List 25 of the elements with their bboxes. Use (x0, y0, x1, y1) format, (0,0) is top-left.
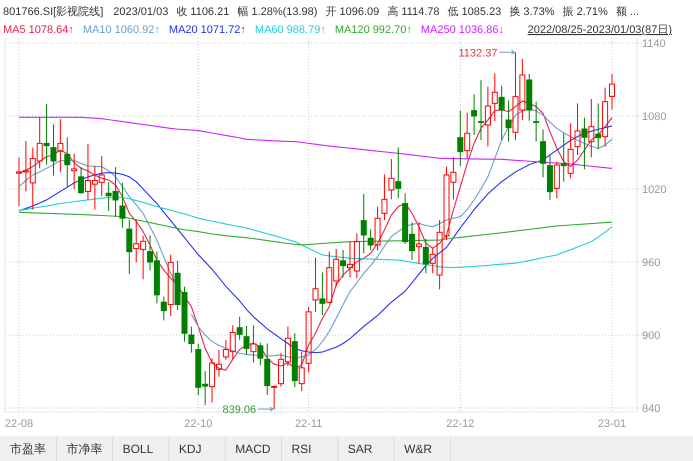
x-tick-label: 22-08 (4, 418, 34, 430)
annotation: 839.06 (222, 404, 256, 416)
text: 额 ... (616, 5, 640, 18)
x-tick-label: 22-11 (294, 418, 322, 430)
y-tick-label: 960 (642, 256, 660, 269)
y-tick-label: 1140 (642, 38, 666, 50)
x-tick-label: 23-01 (598, 418, 626, 430)
y-tick-label: 1080 (642, 110, 666, 123)
text: 2023/01/03 (113, 6, 168, 18)
text: 收 1106.21 (176, 6, 230, 18)
text: 高 1114.78 (387, 5, 440, 18)
text: 幅 1.28%(13.98) (237, 6, 318, 18)
tabs: 市盈率 市净率 BOLL KDJ MACD RSI SAR W&R (0, 436, 693, 461)
y-tick-label: 840 (642, 402, 660, 415)
annotation: 1132.37 (458, 47, 498, 60)
x-tick-label: 22-10 (184, 418, 212, 430)
text: 开 1096.09 (325, 6, 380, 18)
text: 换 3.73% (509, 6, 555, 18)
chart-title: 801766.SI[影视院线] (3, 5, 104, 18)
text: 低 1085.23 (447, 6, 502, 18)
text: 振 2.71% (562, 6, 608, 18)
text: 2022/08/25-2023/01/03(87日) (528, 24, 672, 36)
y-tick-label: 900 (642, 330, 660, 342)
x-tick-label: 22-12 (446, 418, 474, 430)
y-tick-label: 1020 (642, 184, 666, 196)
